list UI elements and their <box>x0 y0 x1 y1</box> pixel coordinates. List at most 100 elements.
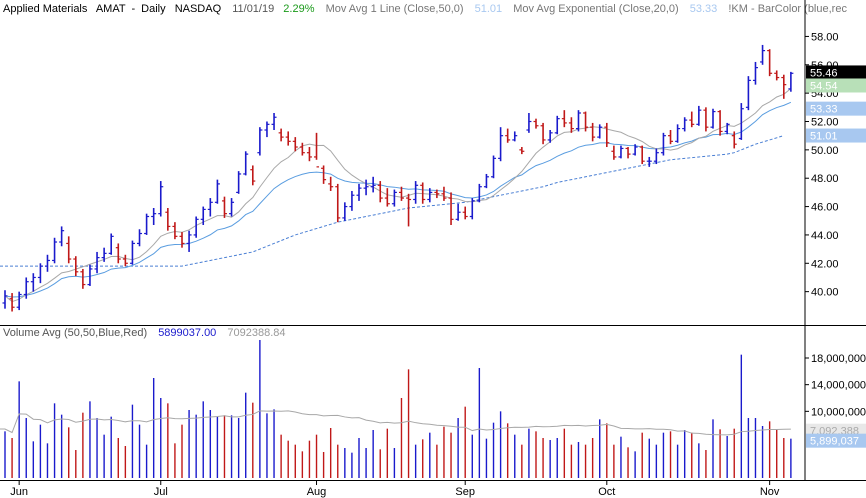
price-bar <box>9 293 15 312</box>
price-bar <box>236 171 242 194</box>
price-bar <box>384 188 390 207</box>
value-tag-close: 55.46 <box>806 65 866 80</box>
price-bar <box>377 181 383 203</box>
price-bar <box>625 147 631 159</box>
price-bar <box>639 145 645 165</box>
price-bar <box>80 268 86 289</box>
period: Daily <box>141 3 166 15</box>
price-bar <box>137 229 143 247</box>
price-bar <box>781 74 787 99</box>
price-bar <box>292 137 298 152</box>
price-bar <box>434 189 440 199</box>
price-bar <box>590 122 596 142</box>
header-date: 11/01/19 <box>232 3 274 15</box>
time-tick-label: Sep <box>455 486 475 498</box>
price-tick-label: 52.00 <box>811 117 839 129</box>
value-tag-text: 53.33 <box>810 104 838 116</box>
price-bar <box>689 111 695 128</box>
price-bar <box>108 233 114 255</box>
ticker: AMAT <box>96 3 126 15</box>
price-bar <box>745 76 751 111</box>
price-bar <box>285 131 291 146</box>
price-bar <box>264 121 270 138</box>
price-bar <box>406 193 412 227</box>
price-bar <box>675 124 681 143</box>
price-bar <box>200 206 206 226</box>
value-tag-vol-last: 5,899,037 <box>806 433 866 448</box>
volume-average <box>0 410 791 436</box>
price-bar <box>165 207 171 231</box>
price-tick-label: 44.00 <box>811 230 839 242</box>
price-bar <box>526 112 532 133</box>
volume-tick-label: 14,000,000 <box>811 380 866 392</box>
price-bar <box>533 118 539 129</box>
price-bar <box>115 243 121 264</box>
price-bar <box>278 128 284 142</box>
price-bar <box>476 183 482 203</box>
price-bar <box>427 188 433 203</box>
value-tag-bg <box>806 101 866 116</box>
volume-label: Volume Avg (50,50,Blue,Red) <box>3 327 147 339</box>
price-bar <box>52 237 58 264</box>
price-bar <box>512 131 518 142</box>
price-bar <box>59 226 65 247</box>
price-bar <box>214 179 220 204</box>
price-bar <box>618 145 624 159</box>
price-bar <box>186 230 192 252</box>
ema20-line <box>4 101 792 298</box>
price-bar <box>370 176 376 193</box>
price-bar <box>547 130 553 143</box>
price-bar <box>321 165 327 184</box>
price-bar <box>66 236 72 264</box>
price-bar <box>604 122 610 148</box>
price-bar <box>498 127 504 162</box>
symbol-name: Applied Materials <box>3 3 88 15</box>
value-tag-text: 5,899,037 <box>810 436 859 448</box>
volume-tick-label: 18,000,000 <box>811 353 866 365</box>
value-tag-bg <box>806 433 866 448</box>
volume-legend: Volume Avg (50,50,Blue,Red) 5899037.00 7… <box>3 327 286 339</box>
price-tick-label: 40.00 <box>811 287 839 299</box>
price-tick-label: 46.00 <box>811 202 839 214</box>
price-bar <box>87 264 93 286</box>
price-tick-label: 58.00 <box>811 31 839 43</box>
price-bar <box>314 132 320 168</box>
value-tag-ma50: 51.01 <box>806 128 866 143</box>
price-bar <box>774 70 780 81</box>
price-bar <box>703 107 709 132</box>
price-bar <box>568 117 574 133</box>
ma10-line <box>4 88 792 303</box>
volume-axis: 18,000,000 14,000,000 10,000,000 <box>805 353 866 418</box>
price-bar <box>554 115 560 135</box>
price-bar <box>597 124 603 139</box>
volume-value1: 5899037.00 <box>158 327 216 339</box>
price-bar <box>469 198 475 220</box>
price-bar <box>221 196 227 218</box>
price-bar <box>462 206 468 220</box>
time-tick-label: Aug <box>307 486 327 498</box>
price-bar <box>342 202 348 221</box>
price-bar <box>575 110 581 132</box>
value-tag-ema20: 53.33 <box>806 101 866 116</box>
price-bar <box>420 182 426 204</box>
price-bar <box>717 110 723 136</box>
price-bar <box>23 277 29 299</box>
price-bar <box>491 155 497 179</box>
price-bar <box>144 213 150 235</box>
price-bar <box>767 49 773 77</box>
ema-label: Mov Avg Exponential (Close,20,0) <box>513 3 679 15</box>
price-bar <box>129 240 135 265</box>
value-tag-text: 55.46 <box>810 67 838 79</box>
dash-sep: - <box>131 3 135 15</box>
price-bar <box>561 110 567 128</box>
price-bar <box>229 198 235 217</box>
price-bar <box>299 142 305 156</box>
ema-value: 53.33 <box>690 3 718 15</box>
barcolor-label: !KM - BarColor (blue,rec <box>728 3 847 15</box>
price-bar <box>250 165 256 186</box>
price-bar <box>101 247 107 262</box>
price-bar <box>653 148 659 165</box>
value-tag-bg <box>806 78 866 93</box>
